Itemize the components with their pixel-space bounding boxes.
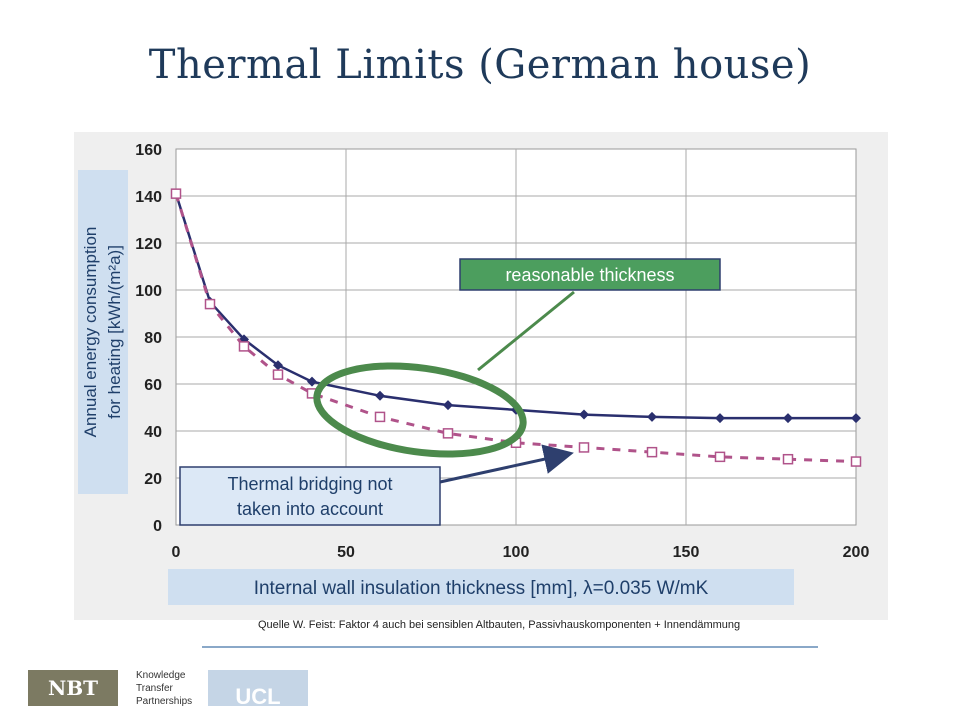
reasonable-pointer xyxy=(477,290,575,372)
series-0-point-9 xyxy=(647,411,657,422)
series-1-point-11 xyxy=(782,453,794,465)
series-1-point-6 xyxy=(442,428,454,439)
nbt-logo-text: NBT xyxy=(47,676,99,700)
series-0-point-6 xyxy=(443,400,453,411)
y-tick-label-0: 0 xyxy=(153,518,162,535)
ylabel-line-2: for heating [kWh/(m²a)] xyxy=(105,245,124,419)
ylabel-line-1: Annual energy consumption xyxy=(81,227,100,438)
series-0-point-4 xyxy=(307,376,317,387)
source-divider xyxy=(202,646,818,648)
y-tick-label-60: 60 xyxy=(144,377,162,394)
reasonable-box xyxy=(459,258,721,291)
x-tick-label-50: 50 xyxy=(337,544,355,561)
slide-title: Thermal Limits (German house) xyxy=(148,42,812,88)
y-tick-label-40: 40 xyxy=(144,424,162,441)
series-1-point-1 xyxy=(204,298,216,310)
series-1-point-8 xyxy=(578,442,590,453)
bridging-arrow xyxy=(439,444,574,484)
series-1-point-3 xyxy=(272,369,284,380)
reasonable-label: reasonable thickness xyxy=(505,265,674,285)
bridging-box xyxy=(179,466,441,526)
series-0-point-3 xyxy=(273,360,283,371)
nbt-logo: NBT xyxy=(28,670,118,706)
series-0-point-5 xyxy=(375,390,385,401)
series-0-point-12 xyxy=(851,413,861,424)
series-1-point-10 xyxy=(714,451,726,463)
ucl-logo-text: UCL xyxy=(235,684,281,706)
ktp-line-2: Transfer xyxy=(136,683,173,694)
series-0-point-8 xyxy=(579,409,589,420)
chart-panel: 0 20 40 60 80 100 120 140 160 0 50 100 150 200 Annua… xyxy=(74,132,888,620)
series-1-point-9 xyxy=(646,446,658,458)
y-tick-label-100: 100 xyxy=(135,283,162,300)
source-note: Quelle W. Feist: Faktor 4 auch bei sensi… xyxy=(258,619,741,631)
x-tick-label-200: 200 xyxy=(843,544,870,561)
series-0-point-10 xyxy=(715,413,725,424)
y-tick-label-80: 80 xyxy=(144,330,162,347)
x-tick-label-0: 0 xyxy=(172,544,181,561)
y-tick-label-140: 140 xyxy=(135,189,162,206)
ucl-logo: UCL xyxy=(208,670,308,706)
y-tick-label-120: 120 xyxy=(135,236,162,253)
energy-chart: 0 20 40 60 80 100 120 140 160 0 50 100 150 200 Annua… xyxy=(78,142,870,605)
ktp-line-3: Partnerships xyxy=(136,696,193,707)
xlabel-box xyxy=(168,569,794,605)
xlabel: Internal wall insulation thickness [mm],… xyxy=(254,578,709,599)
series-1-point-12 xyxy=(850,456,862,467)
ktp-logo: Knowledge Transfer Partnerships xyxy=(136,669,192,708)
ylabel-box xyxy=(78,170,128,494)
y-tick-label-20: 20 xyxy=(144,471,162,488)
series-1-point-0 xyxy=(170,188,182,199)
series-1-point-2 xyxy=(238,341,250,352)
ktp-line-1: Knowledge xyxy=(136,670,186,681)
highlight-ellipse xyxy=(313,362,527,458)
bridging-label-line-2: taken into account xyxy=(237,499,383,519)
x-tick-label-150: 150 xyxy=(673,544,700,561)
bridging-label-line-1: Thermal bridging not xyxy=(227,474,392,494)
series-0-point-11 xyxy=(783,413,793,424)
x-tick-label-100: 100 xyxy=(503,544,530,561)
series-1-point-5 xyxy=(374,411,386,423)
y-tick-label-160: 160 xyxy=(135,142,162,159)
